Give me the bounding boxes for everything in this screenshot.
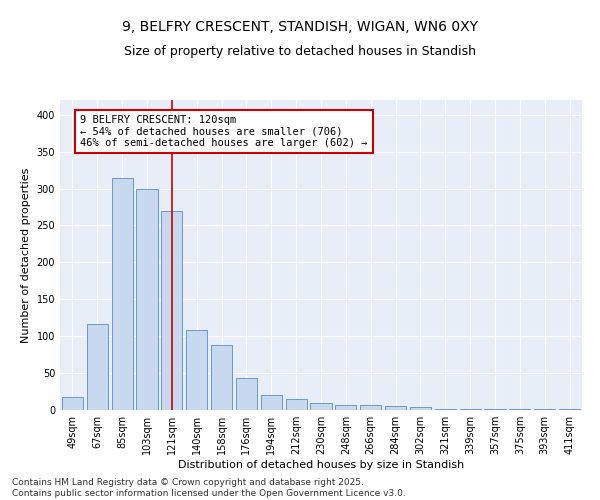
Y-axis label: Number of detached properties: Number of detached properties	[21, 168, 31, 342]
Bar	[186, 330, 207, 410]
Bar	[435, 408, 456, 410]
Bar	[509, 408, 530, 410]
Text: Size of property relative to detached houses in Standish: Size of property relative to detached ho…	[124, 45, 476, 58]
Bar	[62, 396, 83, 410]
Bar	[236, 378, 257, 410]
Bar	[112, 178, 133, 410]
Bar	[335, 405, 356, 410]
Bar	[360, 405, 381, 410]
Text: 9 BELFRY CRESCENT: 120sqm
← 54% of detached houses are smaller (706)
46% of semi: 9 BELFRY CRESCENT: 120sqm ← 54% of detac…	[80, 115, 367, 148]
Bar	[410, 407, 431, 410]
Bar	[87, 324, 108, 410]
Bar	[136, 188, 158, 410]
Bar	[310, 404, 332, 410]
Text: 9, BELFRY CRESCENT, STANDISH, WIGAN, WN6 0XY: 9, BELFRY CRESCENT, STANDISH, WIGAN, WN6…	[122, 20, 478, 34]
Text: Contains HM Land Registry data © Crown copyright and database right 2025.
Contai: Contains HM Land Registry data © Crown c…	[12, 478, 406, 498]
Bar	[559, 408, 580, 410]
Bar	[161, 210, 182, 410]
Bar	[385, 406, 406, 410]
Bar	[286, 399, 307, 410]
Bar	[211, 345, 232, 410]
X-axis label: Distribution of detached houses by size in Standish: Distribution of detached houses by size …	[178, 460, 464, 470]
Bar	[261, 394, 282, 410]
